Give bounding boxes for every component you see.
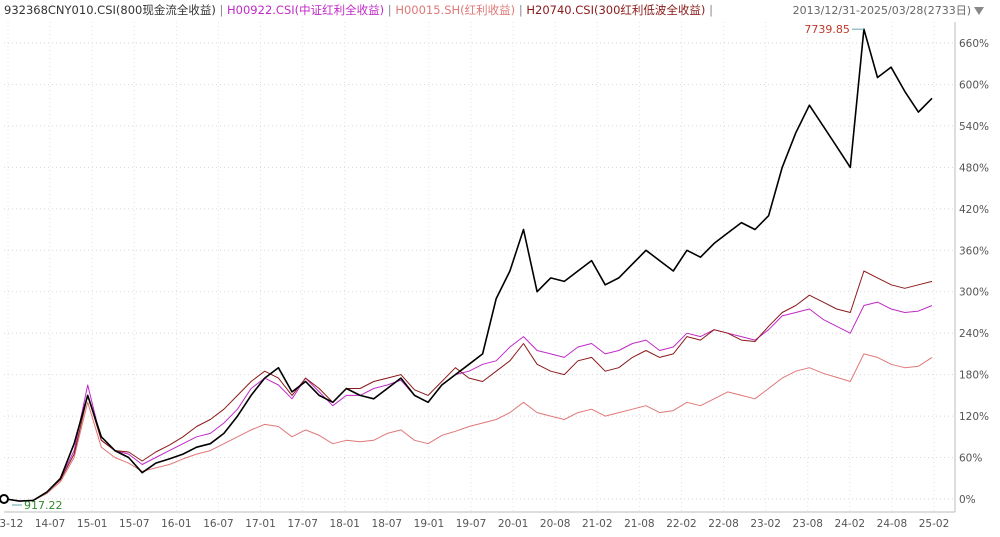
series-line-2 xyxy=(5,353,933,502)
min-value-label: 917.22 xyxy=(24,499,63,512)
legend-item-1[interactable]: H00922.CSI(中证红利全收益) xyxy=(227,3,385,17)
x-tick-label: 13-12 xyxy=(0,518,23,530)
x-tick-label: 22-08 xyxy=(708,518,739,530)
x-tick-label: 17-01 xyxy=(245,518,276,530)
y-tick-label: 120% xyxy=(959,411,989,423)
series-line-0 xyxy=(5,28,933,502)
y-tick-label: 660% xyxy=(959,38,989,50)
legend-item-3[interactable]: H20740.CSI(300红利低波全收益) xyxy=(526,3,706,17)
legend-separator: | xyxy=(387,3,392,17)
legend-item-2[interactable]: H00015.SH(红利收益) xyxy=(395,3,516,17)
x-tick-label: 18-07 xyxy=(372,518,403,530)
x-tick-label: 19-01 xyxy=(414,518,445,530)
x-tick-label: 21-08 xyxy=(624,518,655,530)
x-tick-label: 21-02 xyxy=(582,518,613,530)
y-tick-label: 180% xyxy=(959,370,989,382)
x-tick-label: 16-01 xyxy=(161,518,192,530)
x-tick-label: 25-02 xyxy=(919,518,950,530)
x-tick-label: 18-01 xyxy=(329,518,360,530)
y-tick-label: 540% xyxy=(959,121,989,133)
legend-separator: | xyxy=(518,3,523,17)
x-tick-label: 23-02 xyxy=(750,518,781,530)
y-tick-label: 60% xyxy=(959,453,982,465)
start-marker xyxy=(0,494,9,504)
y-tick-label: 0% xyxy=(959,494,976,506)
date-range-text: 2013/12/31-2025/03/28(2733日) xyxy=(792,4,971,17)
x-tick-label: 22-02 xyxy=(666,518,697,530)
y-tick-label: 240% xyxy=(959,328,989,340)
x-tick-label: 16-07 xyxy=(203,518,234,530)
y-tick-label: 300% xyxy=(959,287,989,299)
legend-item-0[interactable]: 932368CNY010.CSI(800现金流全收益) xyxy=(4,3,216,17)
y-tick-label: 360% xyxy=(959,245,989,257)
x-tick-label: 24-02 xyxy=(835,518,866,530)
series-line-3 xyxy=(5,270,933,502)
x-tick-label: 23-08 xyxy=(792,518,823,530)
max-value-label: 7739.85 xyxy=(804,23,850,36)
y-tick-label: 600% xyxy=(959,79,989,91)
y-tick-label: 420% xyxy=(959,204,989,216)
legend-separator: | xyxy=(709,3,713,17)
date-range-selector[interactable]: 2013/12/31-2025/03/28(2733日) xyxy=(793,2,984,18)
legend-separator: | xyxy=(219,3,224,17)
y-tick-label: 480% xyxy=(959,162,989,174)
x-tick-label: 19-07 xyxy=(456,518,487,530)
x-tick-label: 14-07 xyxy=(35,518,66,530)
dropdown-triangle-icon[interactable] xyxy=(974,7,984,15)
x-tick-label: 20-01 xyxy=(498,518,529,530)
x-tick-label: 20-08 xyxy=(540,518,571,530)
x-tick-label: 17-07 xyxy=(287,518,318,530)
x-tick-label: 15-07 xyxy=(119,518,150,530)
x-tick-label: 24-08 xyxy=(877,518,908,530)
chart-legend: 932368CNY010.CSI(800现金流全收益) | H00922.CSI… xyxy=(4,2,713,18)
x-tick-label: 15-01 xyxy=(77,518,108,530)
series-line-1 xyxy=(5,301,933,502)
